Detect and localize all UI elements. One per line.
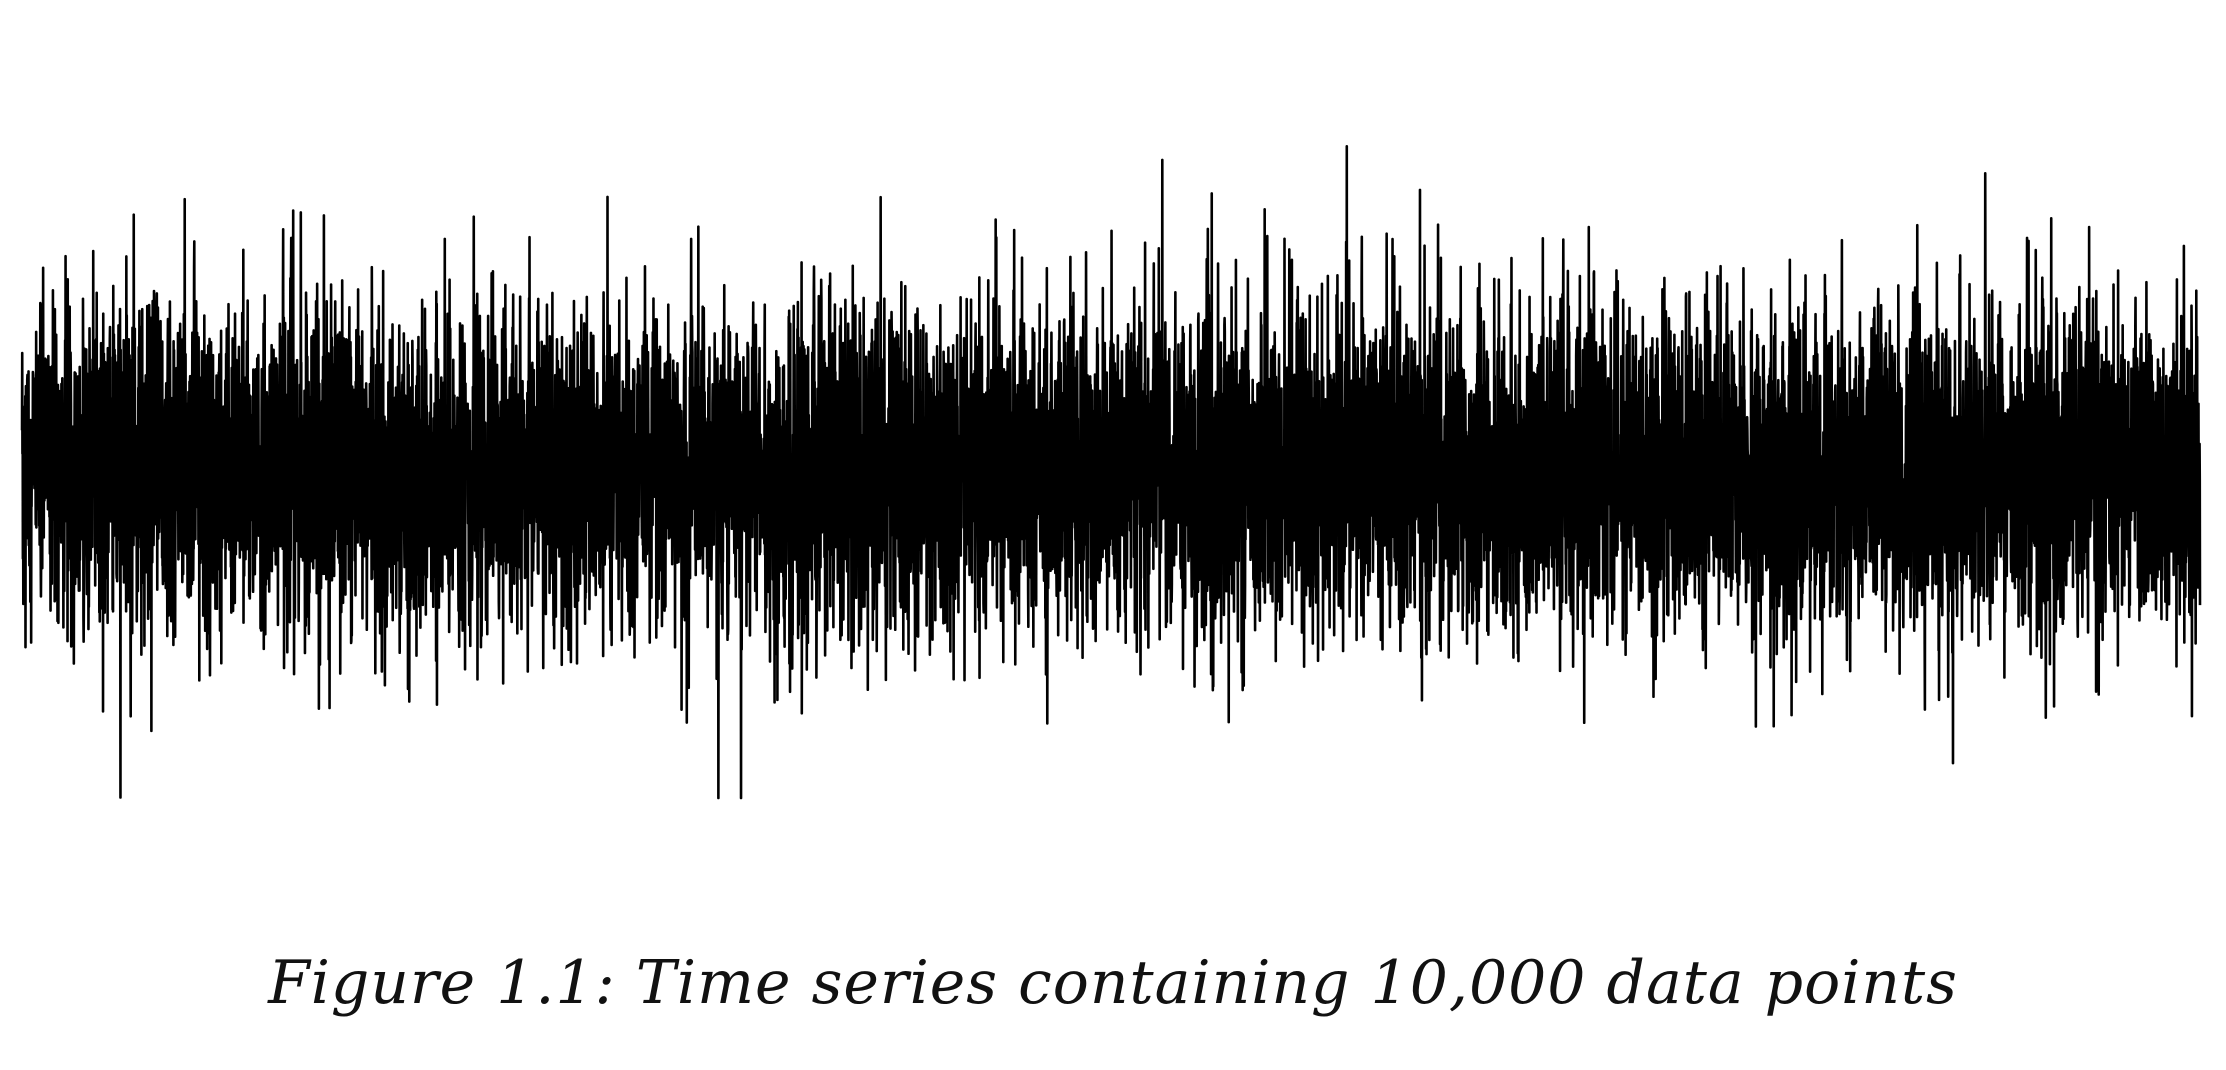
time-series-plot	[20, 144, 2202, 800]
series-line	[20, 144, 2202, 800]
figure-caption: Figure 1.1: Time series containing 10,00…	[268, 948, 1958, 1018]
series-group	[20, 144, 2202, 800]
